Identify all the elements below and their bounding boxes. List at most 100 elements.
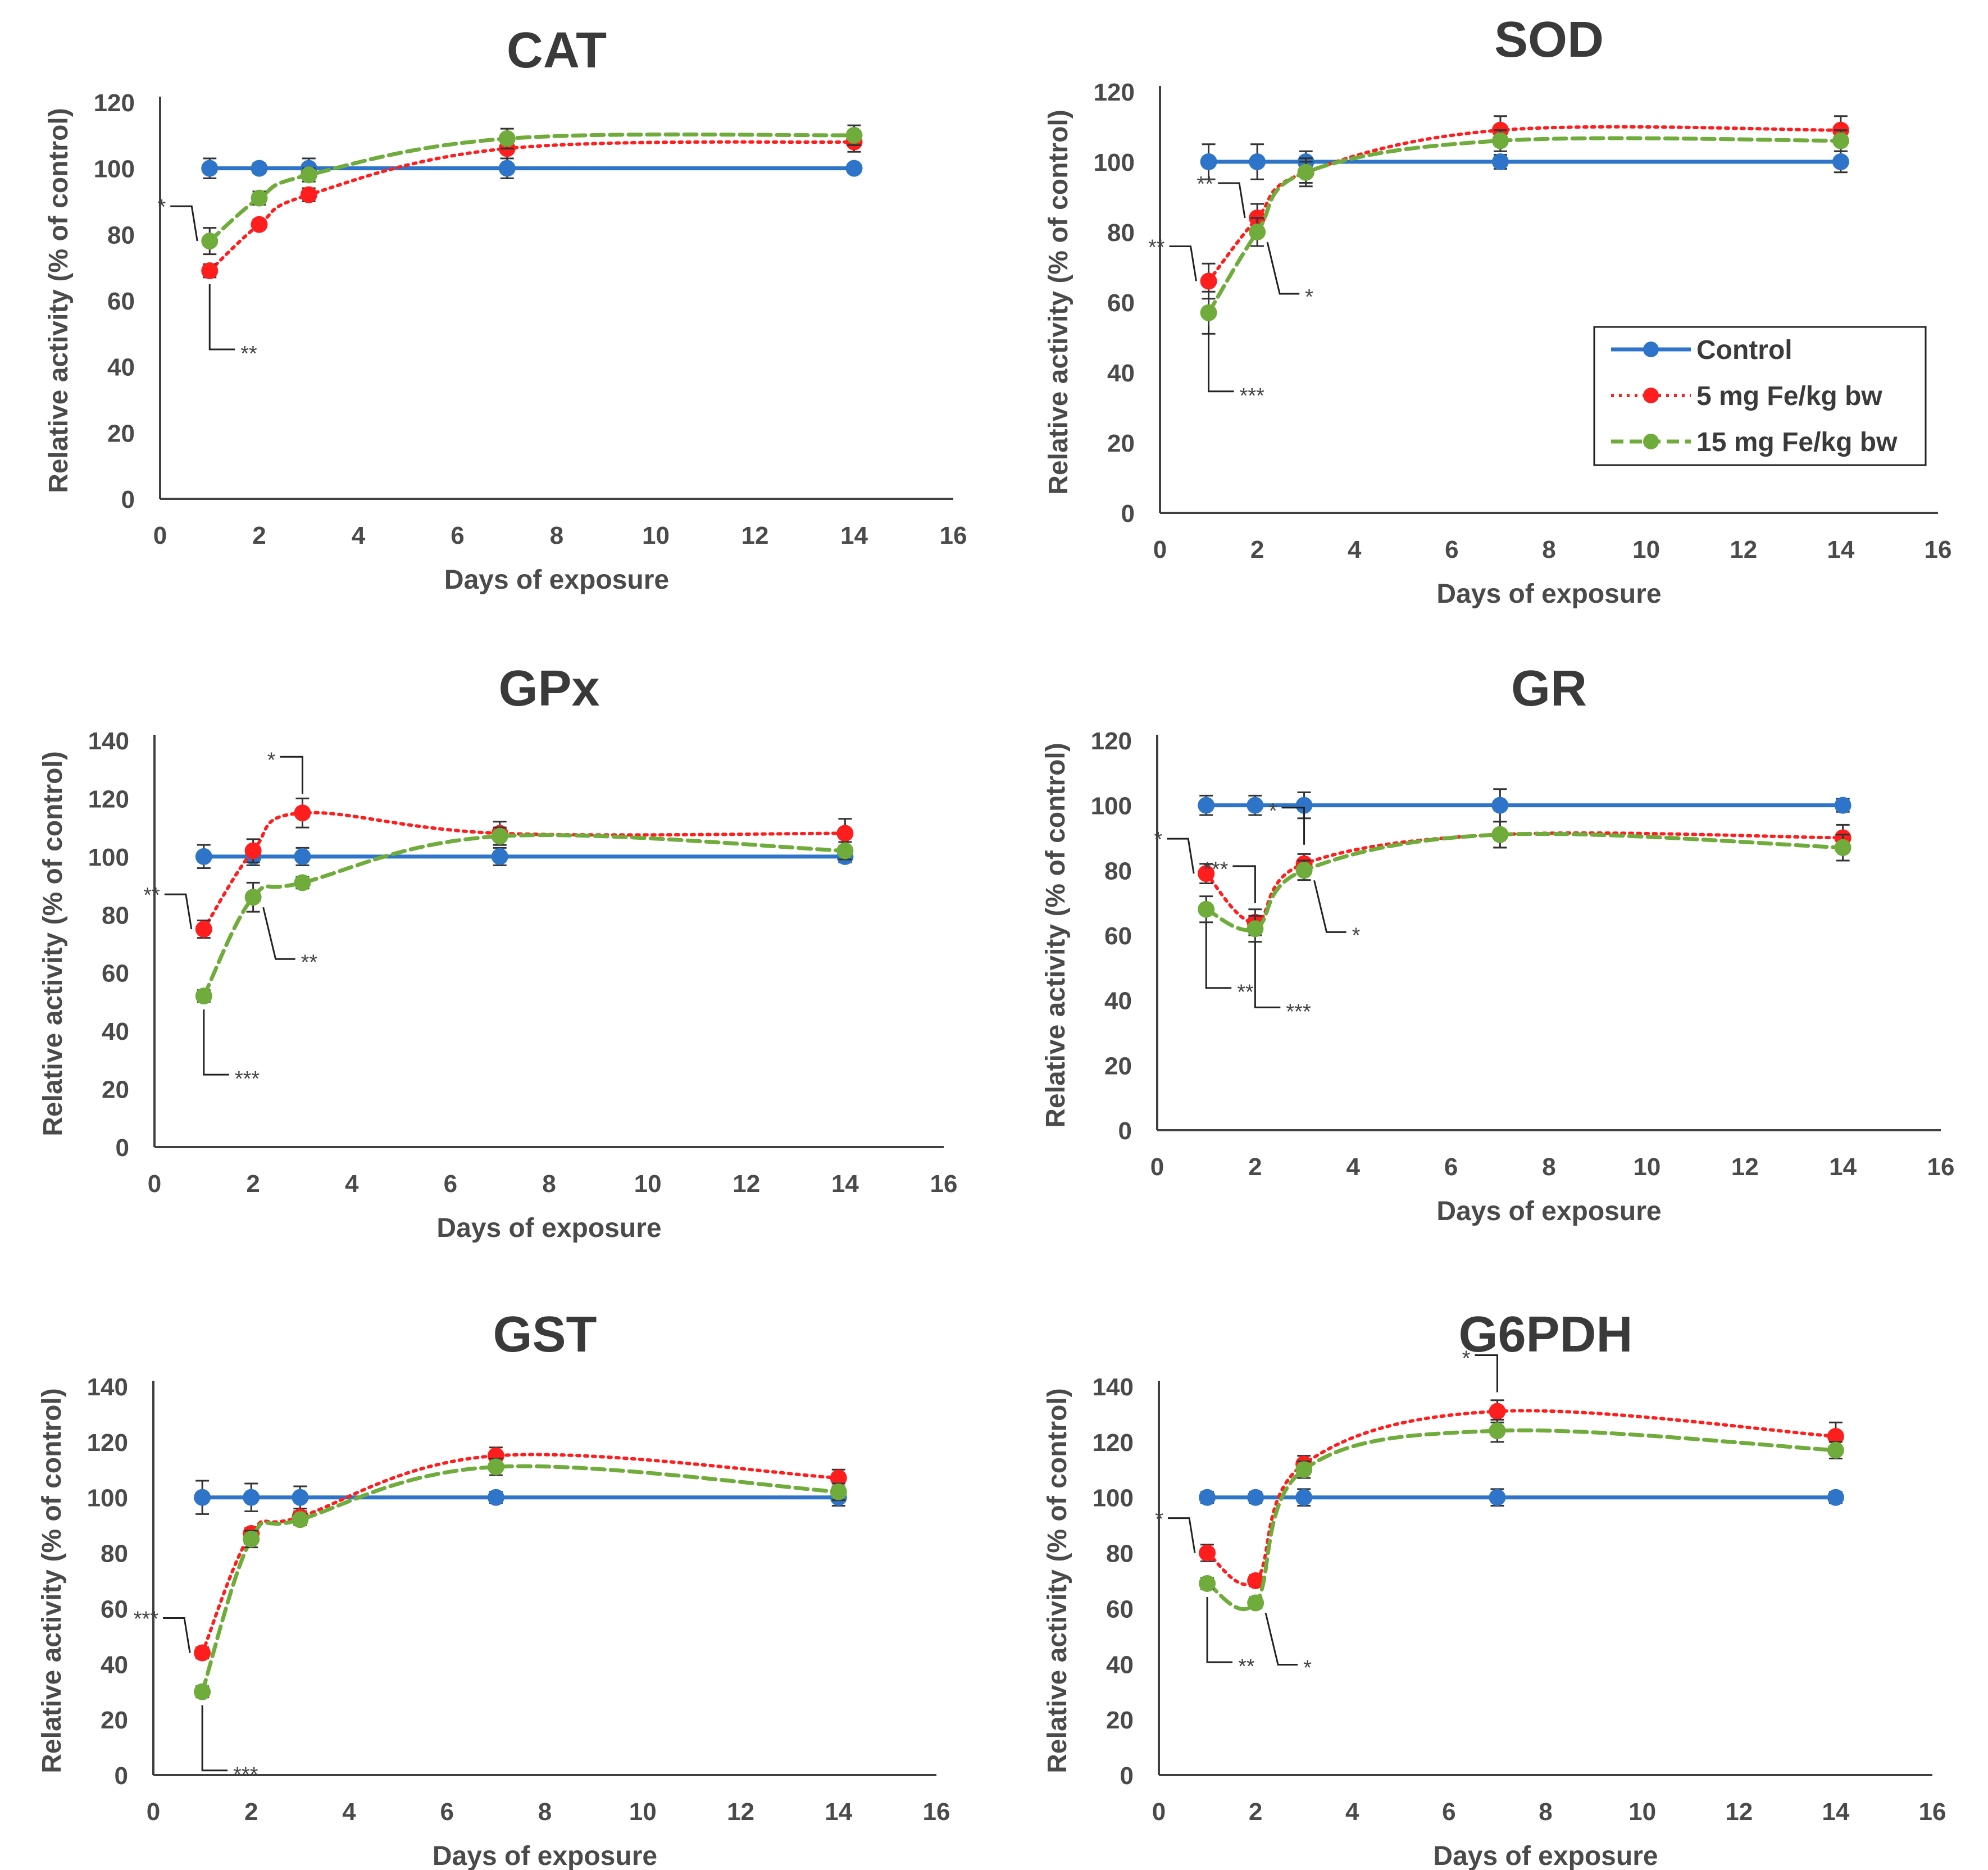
data-point [195, 848, 212, 865]
significance-annotation: ** [143, 884, 193, 930]
data-point [1199, 1489, 1216, 1506]
significance-label: * [1154, 828, 1162, 852]
legend: Control 5 mg Fe/kg bw 15 mg Fe/kg bw [1593, 326, 1927, 466]
series-fe5 [1199, 1399, 1844, 1589]
chart-title: GST [493, 1307, 597, 1363]
series-control [195, 844, 854, 870]
series-control [1199, 1488, 1844, 1507]
x-tick-label: 10 [1633, 1153, 1661, 1181]
x-tick-label: 8 [550, 522, 563, 549]
series-fe5 [194, 1446, 847, 1662]
x-tick-label: 6 [1442, 1798, 1455, 1826]
y-axis-label: Relative activity (% of control) [44, 108, 74, 493]
significance-annotation: *** [134, 1608, 191, 1653]
significance-annotation: * [1264, 1613, 1312, 1680]
significance-annotation: *** [201, 1705, 258, 1787]
x-tick-label: 2 [244, 1798, 258, 1826]
x-tick-label: 14 [1827, 536, 1854, 563]
x-tick-label: 4 [1345, 1798, 1359, 1826]
x-tick-label: 2 [252, 522, 266, 549]
x-tick-label: 14 [1829, 1153, 1857, 1181]
y-tick-label: 100 [87, 1485, 128, 1512]
y-tick-label: 60 [1106, 1595, 1134, 1623]
x-tick-label: 6 [1445, 536, 1458, 563]
y-tick-label: 20 [1104, 1052, 1132, 1080]
significance-label: *** [235, 1067, 260, 1091]
y-axis-label: Relative activity (% of control) [1043, 1388, 1072, 1773]
data-point [1489, 1403, 1506, 1420]
data-point [251, 189, 268, 207]
significance-annotation: *** [1208, 326, 1264, 408]
significance-label: *** [1203, 858, 1229, 881]
series-control [194, 1480, 847, 1515]
series-fe15 [1200, 129, 1849, 335]
significance-label: * [1352, 923, 1361, 947]
x-tick-label: 10 [1632, 536, 1660, 563]
significance-annotation: * [1313, 880, 1361, 947]
x-tick-label: 0 [1153, 536, 1167, 563]
y-tick-label: 40 [1107, 360, 1135, 387]
series-fe5 [1200, 115, 1849, 300]
x-tick-label: 12 [733, 1170, 760, 1198]
chart-title: G6PDH [1458, 1307, 1632, 1363]
y-axis-label: Relative activity (% of control) [1044, 110, 1073, 494]
y-tick-label: 0 [115, 1762, 128, 1790]
y-tick-label: 0 [1121, 500, 1135, 527]
data-point [1295, 1461, 1313, 1478]
x-tick-label: 16 [923, 1798, 950, 1826]
x-tick-label: 14 [840, 522, 868, 549]
y-tick-label: 40 [107, 354, 135, 381]
data-point [487, 1489, 504, 1506]
significance-annotation: *** [203, 1009, 260, 1091]
data-point [294, 874, 311, 891]
y-tick-label: 80 [1106, 1540, 1134, 1568]
significance-label: * [1269, 799, 1277, 823]
y-tick-label: 80 [1107, 219, 1135, 247]
series-line [1204, 831, 1845, 932]
data-point [1834, 797, 1851, 814]
data-point [1489, 1422, 1506, 1440]
x-tick-label: 12 [1730, 536, 1757, 563]
significance-label: ** [143, 884, 160, 907]
legend-item-control: Control [1611, 335, 1793, 365]
y-tick-label: 120 [1094, 79, 1135, 106]
y-tick-label: 80 [102, 902, 129, 929]
y-tick-label: 80 [107, 221, 135, 249]
data-point [836, 825, 854, 842]
data-point [194, 1489, 211, 1506]
data-point [1491, 797, 1509, 814]
y-axis-label: Relative activity (% of control) [1041, 743, 1071, 1127]
y-tick-label: 100 [1091, 793, 1132, 820]
data-point [251, 160, 268, 177]
significance-label: *** [134, 1608, 159, 1631]
x-tick-label: 14 [1822, 1798, 1849, 1826]
data-point [836, 842, 854, 859]
x-tick-label: 6 [440, 1798, 454, 1826]
y-tick-label: 120 [1093, 1429, 1134, 1457]
chart-panel-gst: GST 0 20 40 60 80 100 120 140 0 2 4 6 8 10 12 14 16 Days o… [37, 1307, 950, 1870]
data-point [1491, 153, 1509, 170]
x-tick-label: 4 [342, 1798, 356, 1826]
series-fe15 [195, 826, 854, 1005]
x-tick-label: 0 [1152, 1798, 1166, 1826]
data-point [300, 166, 317, 184]
data-point [1832, 132, 1849, 149]
y-tick-label: 20 [102, 1076, 129, 1104]
data-point [195, 988, 212, 1005]
legend-item-fe15: 15 mg Fe/kg bw [1611, 427, 1898, 457]
x-tick-label: 12 [1731, 1153, 1759, 1181]
chart-title: GPx [498, 661, 599, 717]
x-tick-label: 0 [148, 1170, 161, 1198]
significance-annotation: ** [208, 284, 257, 366]
significance-label: *** [1286, 1000, 1311, 1023]
x-tick-label: 12 [1725, 1798, 1753, 1826]
legend-label: 15 mg Fe/kg bw [1696, 427, 1898, 457]
x-tick-label: 2 [1250, 536, 1264, 563]
x-tick-label: 10 [634, 1170, 662, 1198]
x-tick-label: 8 [538, 1798, 552, 1826]
data-point [830, 1483, 847, 1500]
y-tick-label: 120 [1091, 727, 1132, 755]
data-point [498, 130, 516, 147]
data-point [845, 126, 863, 144]
